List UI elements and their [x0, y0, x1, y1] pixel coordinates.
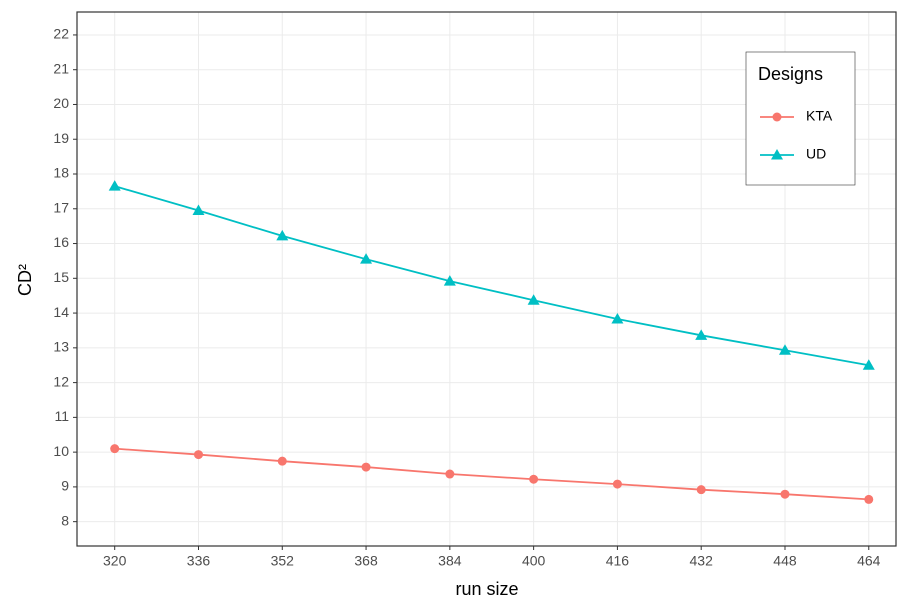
series-line — [114, 447, 869, 501]
point — [695, 329, 708, 340]
y-tick-label: 17 — [53, 199, 69, 215]
x-tick-label: 464 — [857, 553, 881, 569]
x-tick-label: 368 — [354, 553, 378, 569]
y-axis-title: CD² — [15, 264, 35, 296]
point — [527, 294, 540, 305]
legend-title: Designs — [758, 64, 823, 84]
y-tick-label: 19 — [53, 130, 69, 146]
y-tick-label: 20 — [53, 95, 69, 111]
y-tick-label: 18 — [53, 165, 69, 181]
x-axis-title: run size — [455, 579, 518, 599]
point — [277, 456, 287, 466]
point — [110, 444, 120, 454]
x-tick-label: 352 — [271, 553, 295, 569]
legend: Designs KTA UD — [745, 51, 856, 186]
y-tick-label: 14 — [53, 304, 69, 320]
y-tick-label: 16 — [53, 234, 69, 250]
point — [778, 344, 791, 355]
x-tick-label: 432 — [690, 553, 714, 569]
x-tick-label: 400 — [522, 553, 546, 569]
point — [108, 180, 121, 191]
y-tick-label: 22 — [53, 26, 69, 42]
point — [276, 229, 289, 241]
point — [360, 253, 373, 264]
y-tick-label: 9 — [61, 478, 69, 494]
point — [611, 312, 624, 324]
point — [864, 494, 874, 504]
x-tick-label: 384 — [438, 553, 462, 569]
point — [443, 275, 456, 286]
y-tick-label: 21 — [53, 60, 69, 76]
x-tick-label: 336 — [187, 553, 211, 569]
point — [529, 474, 539, 484]
point — [193, 450, 203, 460]
legend-label: KTA — [806, 108, 833, 124]
y-tick-label: 8 — [61, 512, 69, 528]
series-line — [114, 185, 869, 367]
y-tick-label: 11 — [54, 408, 69, 424]
legend-box — [745, 51, 856, 186]
x-tick-label: 416 — [606, 553, 630, 569]
legend-marker — [772, 112, 782, 122]
legend-marker — [771, 149, 783, 160]
point — [862, 359, 875, 370]
x-tick-label: 448 — [773, 553, 797, 569]
x-tick-label: 320 — [103, 553, 127, 569]
point — [445, 469, 455, 479]
y-tick-label: 10 — [53, 443, 69, 459]
plot-border — [76, 11, 897, 547]
point — [780, 489, 790, 499]
y-tick-label: 12 — [53, 373, 69, 389]
point — [361, 462, 371, 472]
y-tick-label: 15 — [53, 269, 69, 285]
y-tick-label: 13 — [53, 339, 69, 355]
point — [192, 204, 205, 216]
point — [612, 479, 622, 489]
legend-label: UD — [806, 146, 826, 162]
point — [696, 485, 706, 495]
